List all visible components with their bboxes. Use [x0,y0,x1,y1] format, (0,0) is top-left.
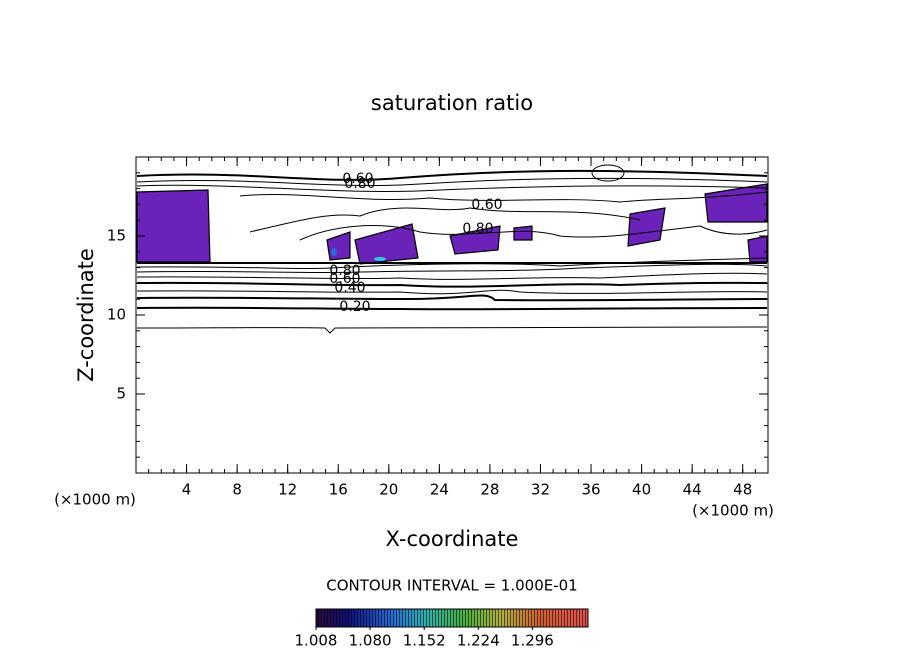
x-tick-label: 36 [581,481,600,499]
colorbar-label: 1.008 [295,632,338,650]
y-tick-label: 15 [107,227,126,245]
contour-label: 0.20 [339,299,370,315]
y-tick-label: 10 [107,306,126,324]
x-tick-label: 44 [683,481,702,499]
y-tick-label: 5 [116,385,126,403]
colorbar-label: 1.296 [511,632,554,650]
colorbar-label: 1.152 [403,632,446,650]
x-unit-label: (×1000 m) [54,491,136,509]
contour-label: 0.80 [344,176,375,192]
contour-label: 0.60 [471,197,502,213]
contour-interval: CONTOUR INTERVAL = 1.000E-01 [326,577,577,595]
colorbar-label: 1.224 [457,632,500,650]
x-tick-label: 24 [430,481,449,499]
x-axis-label: X-coordinate [386,527,519,551]
y-axis-label: Z-coordinate [74,248,98,382]
x-tick-label: 40 [632,481,651,499]
chart-title: saturation ratio [371,91,533,115]
plot-frame [135,156,769,474]
colorbar-label: 1.080 [349,632,392,650]
contour-label: 0.80 [462,221,493,237]
x-tick-label: 28 [480,481,499,499]
colorbar-frame [315,608,589,628]
x-tick-label: 32 [531,481,550,499]
contour-label: 0.60 [329,271,360,287]
x-tick-label: 48 [733,481,752,499]
x-tick-label: 12 [278,481,297,499]
x-unit-label: (×1000 m) [692,502,774,520]
contour-label: 0.60 [342,171,373,187]
x-tick-label: 4 [182,481,192,499]
contour-label: 0.80 [329,263,360,279]
x-tick-label: 20 [379,481,398,499]
contour-label: 0.40 [334,280,365,296]
x-tick-label: 16 [329,481,348,499]
contour-field [136,164,768,334]
contour-labels: 0.600.800.600.800.800.600.400.20 [329,171,502,315]
x-tick-label: 8 [232,481,242,499]
